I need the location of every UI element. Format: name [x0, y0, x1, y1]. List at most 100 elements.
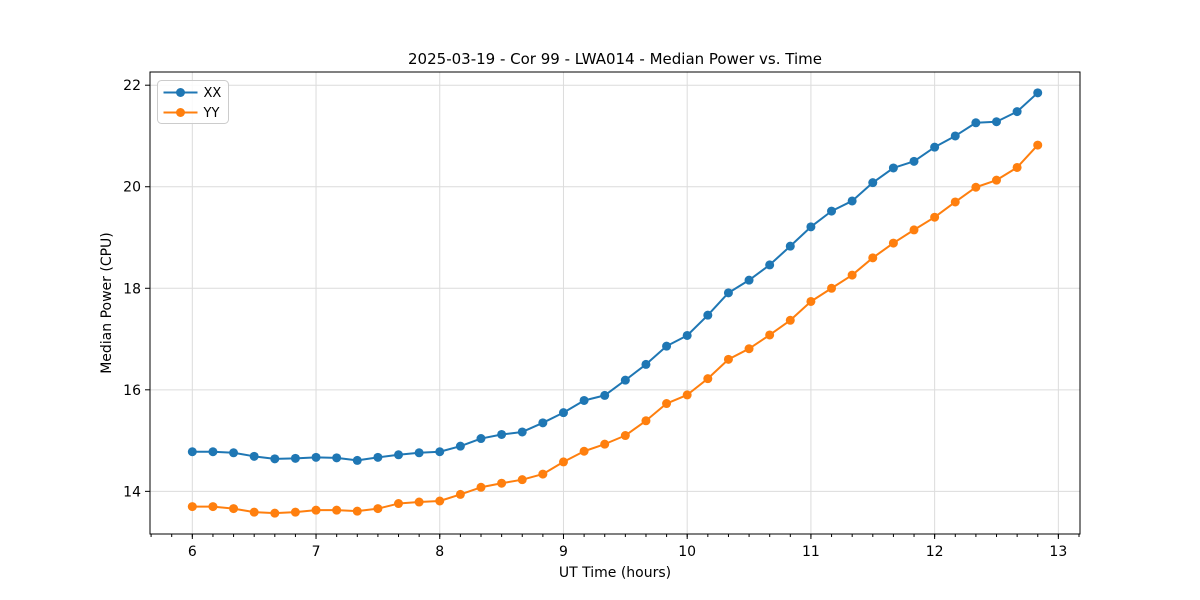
chart-title: 2025-03-19 - Cor 99 - LWA014 - Median Po…	[408, 50, 822, 68]
series-xx-marker	[1012, 107, 1022, 117]
series-xx-marker	[538, 418, 548, 428]
series-xx-marker	[888, 163, 898, 173]
series-yy-marker	[950, 197, 960, 207]
series-xx-marker	[249, 451, 259, 461]
x-tick-label: 11	[802, 544, 820, 560]
series-xx-marker	[435, 447, 445, 457]
series-yy-marker	[868, 253, 878, 263]
series-yy-marker	[290, 507, 300, 517]
x-tick-label: 13	[1049, 544, 1067, 560]
series-yy-marker	[971, 182, 981, 192]
series-yy-marker	[744, 344, 754, 354]
series-yy-marker	[785, 315, 795, 325]
series-xx-marker	[414, 448, 424, 458]
series-yy-marker	[641, 416, 651, 426]
series-xx-marker	[950, 131, 960, 141]
series-xx-marker	[991, 117, 1001, 127]
series-yy-marker	[703, 374, 713, 384]
legend-marker-sample	[176, 88, 185, 97]
series-xx-marker	[847, 196, 857, 206]
series-yy-marker	[332, 505, 342, 515]
series-xx-marker	[785, 241, 795, 251]
series-yy-marker	[930, 212, 940, 222]
series-xx-marker	[270, 454, 280, 464]
plot-area: 6 7 8 9 10 11 12 13 14 16 18 20 22 XX YY	[123, 71, 1081, 560]
x-tick-label: 8	[435, 544, 444, 560]
series-yy-marker	[208, 502, 218, 512]
y-axis-label: Median Power (CPU)	[99, 232, 115, 374]
series-yy-marker	[806, 296, 816, 306]
series-yy-marker	[600, 439, 610, 449]
series-yy-marker	[579, 446, 589, 456]
x-tick-label: 10	[678, 544, 696, 560]
series-xx-marker	[868, 178, 878, 188]
series-xx-marker	[971, 118, 981, 128]
series-xx-marker	[455, 441, 465, 451]
series-xx-marker	[352, 455, 362, 465]
series-xx-marker	[600, 390, 610, 400]
series-yy-marker	[497, 478, 507, 488]
series-yy-marker	[888, 238, 898, 248]
series-xx-marker	[806, 222, 816, 232]
series-yy-marker	[187, 502, 197, 512]
series-yy-marker	[1012, 162, 1022, 172]
y-tick-label: 20	[123, 180, 141, 196]
series-xx-marker	[827, 206, 837, 216]
series-xx-marker	[187, 447, 197, 457]
series-yy-marker	[1033, 140, 1043, 150]
series-yy-marker	[620, 431, 630, 441]
series-yy-marker	[558, 457, 568, 467]
series-xx-marker	[620, 375, 630, 385]
series-xx-marker	[765, 260, 775, 270]
series-xx-marker	[579, 395, 589, 405]
series-yy-marker	[991, 175, 1001, 185]
series-xx-marker	[930, 142, 940, 152]
series-xx-marker	[394, 450, 404, 460]
x-tick-label: 9	[559, 544, 568, 560]
x-tick-label: 6	[188, 544, 197, 560]
series-xx-marker	[373, 452, 383, 462]
y-tick-label: 22	[123, 78, 141, 94]
x-tick-label: 7	[312, 544, 321, 560]
series-yy-marker	[249, 507, 259, 517]
series-xx-marker	[476, 434, 486, 444]
series-xx-marker	[332, 453, 342, 463]
plot-border	[149, 71, 1081, 535]
series-yy-marker	[270, 508, 280, 518]
y-tick-label: 14	[123, 484, 141, 500]
series-xx-marker	[1033, 88, 1043, 98]
series-yy-marker	[414, 497, 424, 507]
series-yy-marker	[455, 489, 465, 499]
series-xx-marker	[703, 310, 713, 320]
legend-label-xx: XX	[204, 86, 222, 101]
series-yy-marker	[517, 475, 527, 485]
series-yy-marker	[229, 504, 239, 514]
x-tick-label: 12	[926, 544, 944, 560]
series-yy-marker	[352, 506, 362, 516]
series-xx-marker	[662, 341, 672, 351]
series-xx-marker	[682, 330, 692, 340]
series-yy-marker	[373, 504, 383, 514]
series-yy-marker	[682, 390, 692, 400]
series-xx-marker	[517, 427, 527, 437]
series-yy-marker	[435, 496, 445, 506]
series-xx-marker	[208, 447, 218, 457]
legend-marker-sample	[176, 108, 185, 117]
series-xx-marker	[311, 452, 321, 462]
series-xx-marker	[641, 359, 651, 369]
series-xx-marker	[497, 429, 507, 439]
series-yy-marker	[311, 505, 321, 515]
series-xx-line	[191, 91, 1039, 462]
series-yy-marker	[909, 225, 919, 235]
x-axis-label: UT Time (hours)	[559, 565, 671, 581]
series-yy-marker	[662, 399, 672, 409]
series-yy-marker	[476, 482, 486, 492]
series-yy-marker	[394, 499, 404, 509]
series-yy-marker	[765, 330, 775, 340]
series-yy-marker	[827, 283, 837, 293]
series-xx-marker	[744, 275, 754, 285]
series-xx-marker	[723, 288, 733, 298]
series-xx-marker	[229, 448, 239, 458]
